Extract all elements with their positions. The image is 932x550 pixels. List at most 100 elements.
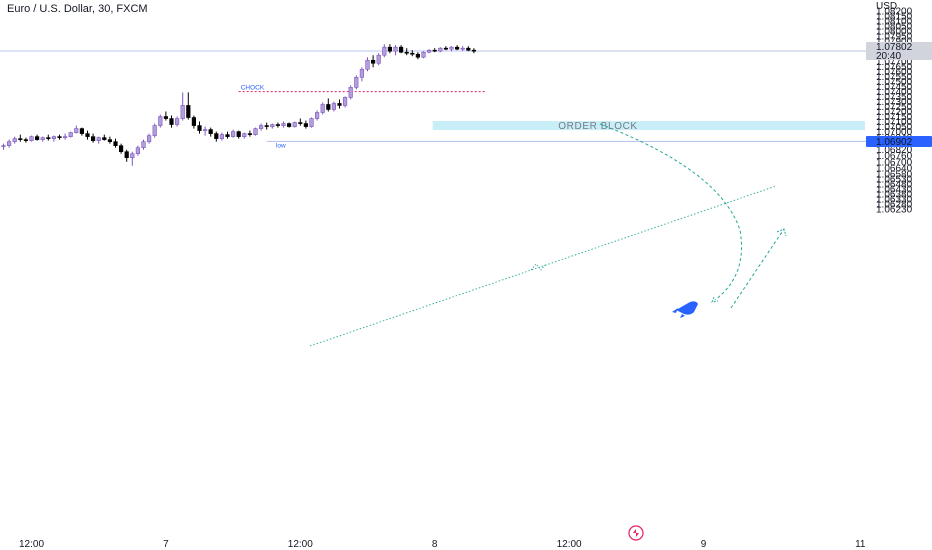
candle: [393, 45, 398, 56]
y-tick-label: 1.07200: [876, 107, 913, 118]
candle-body: [147, 135, 152, 142]
low-price-tag: [866, 135, 932, 147]
candle: [169, 115, 174, 128]
y-tick-label: 1.08200: [876, 7, 913, 18]
candle-body: [309, 118, 314, 127]
candle: [258, 123, 264, 131]
candle-body: [449, 46, 454, 50]
y-tick-label: 1.06280: [876, 199, 913, 210]
rocket-icon: [672, 301, 698, 318]
candle: [426, 49, 432, 54]
candle-body: [376, 54, 381, 64]
chart-title: Euro / U.S. Dollar, 30, FXCM: [7, 3, 148, 15]
candle-body: [242, 133, 247, 137]
candle: [186, 92, 191, 120]
candle: [29, 135, 34, 142]
candle-body: [79, 128, 84, 134]
candle-body: [34, 136, 40, 140]
candle: [113, 138, 118, 148]
candle-body: [124, 151, 129, 159]
order-block-label: ORDER BLOCK: [558, 121, 637, 132]
candle: [432, 48, 437, 53]
candle: [370, 55, 376, 68]
candle-body: [314, 112, 320, 119]
candle: [191, 115, 197, 129]
projection-path-up: [730, 228, 785, 309]
candle: [348, 85, 353, 100]
candle: [18, 134, 23, 142]
candle-body: [342, 97, 348, 106]
candle-body: [460, 47, 465, 50]
candle-body: [466, 47, 471, 51]
current-price-value: 1.07802: [876, 42, 913, 53]
candle-body: [7, 141, 12, 146]
candle-body: [186, 105, 191, 118]
candle-body: [107, 139, 112, 142]
candle-body: [46, 137, 51, 139]
candle: [74, 125, 79, 134]
candle: [135, 145, 141, 156]
candle-body: [163, 116, 169, 119]
candle-body: [40, 137, 45, 140]
horizontal-lines-layer: [0, 50, 866, 347]
candle: [91, 133, 96, 143]
y-tick-label: 1.08100: [876, 17, 913, 28]
candle: [225, 131, 230, 139]
candle: [303, 120, 309, 129]
candle-body: [214, 133, 219, 139]
candle: [354, 75, 359, 90]
candle: [253, 127, 258, 136]
candle: [443, 46, 449, 51]
candle-body: [231, 131, 236, 137]
candle: [438, 47, 443, 53]
candle-body: [270, 124, 275, 127]
price-axis[interactable]: USD 1.082001.081501.081001.080501.080001…: [866, 0, 932, 550]
candle: [231, 129, 236, 138]
y-tick-label: 1.06330: [876, 194, 913, 205]
candle: [197, 121, 202, 134]
candle-body: [432, 49, 437, 52]
candle-body: [320, 104, 325, 113]
candle-body: [264, 125, 269, 127]
candle-body: [247, 133, 253, 135]
candle-body: [443, 47, 449, 50]
candle: [203, 126, 208, 136]
y-tick-label: 1.06640: [876, 163, 913, 174]
y-tick-label: 1.07000: [876, 127, 913, 138]
candle: [23, 137, 29, 143]
candle: [46, 134, 51, 141]
candle: [264, 122, 269, 130]
y-tick-label: 1.08050: [876, 22, 913, 33]
candle-body: [197, 125, 202, 131]
candle: [219, 132, 225, 141]
candle-body: [152, 125, 157, 136]
y-tick-label: 1.06700: [876, 157, 913, 168]
candle-body: [113, 141, 118, 146]
candle: [119, 143, 124, 154]
candle: [40, 136, 45, 142]
candle: [12, 136, 17, 144]
candle: [460, 46, 465, 52]
candle-body: [51, 136, 56, 139]
candle: [286, 122, 292, 128]
order-block-zone[interactable]: [432, 121, 865, 131]
candle-body: [331, 103, 337, 110]
candle: [214, 131, 219, 142]
x-tick-label: 12:00: [19, 539, 44, 550]
candle: [449, 46, 454, 52]
candle: [326, 98, 331, 112]
annotations-layer: CHOCK low: [241, 85, 286, 150]
candle: [147, 133, 152, 144]
candle-body: [398, 46, 404, 53]
low-price-value: 1.06902: [876, 137, 913, 148]
candle: [342, 96, 348, 108]
candle: [309, 117, 314, 128]
time-axis[interactable]: 12:00 7 12:00 8 12:00 9 11: [19, 539, 866, 550]
tradingview-logo-icon[interactable]: [628, 525, 644, 541]
candle: [79, 127, 84, 136]
candle-body: [275, 124, 281, 126]
choch-label: CHOCK: [241, 85, 265, 92]
candle: [337, 99, 342, 109]
y-tick-label: 1.07150: [876, 112, 913, 123]
